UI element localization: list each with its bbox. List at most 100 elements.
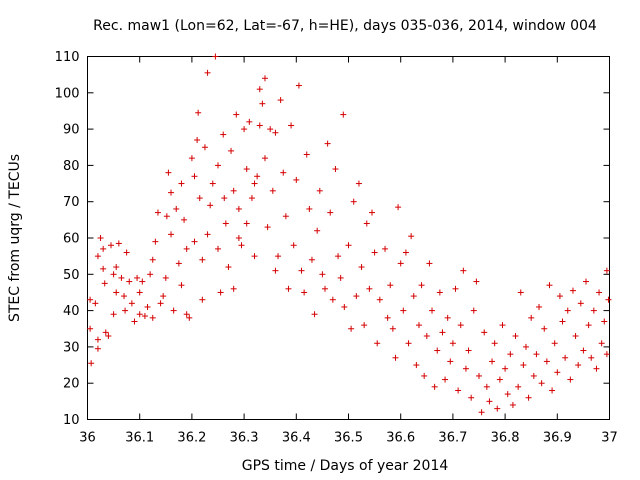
data-point	[230, 285, 237, 292]
x-tick-label: 37	[601, 431, 618, 446]
data-point	[536, 303, 543, 310]
x-axis-label: GPS time / Days of year 2014	[242, 458, 449, 474]
data-point	[504, 391, 511, 398]
data-point	[261, 75, 268, 82]
data-point	[162, 274, 169, 281]
data-point	[588, 354, 595, 361]
data-point	[358, 264, 365, 271]
data-point	[397, 260, 404, 267]
y-axis: 10 20 30 40 50 60 70 80 90 100 110	[55, 50, 610, 428]
data-point	[327, 209, 334, 216]
data-point	[439, 329, 446, 336]
data-point	[410, 293, 417, 300]
data-point	[204, 231, 211, 238]
data-point	[585, 322, 592, 329]
data-point	[340, 111, 347, 118]
data-point	[408, 233, 415, 240]
data-point	[118, 274, 125, 281]
y-tick-label: 10	[63, 413, 80, 428]
data-point	[141, 313, 148, 320]
data-point	[601, 318, 608, 325]
data-point	[173, 205, 180, 212]
data-point	[282, 213, 289, 220]
y-tick-label: 30	[63, 340, 80, 355]
data-point	[191, 173, 198, 180]
data-point	[251, 180, 258, 187]
data-point	[447, 358, 454, 365]
data-point	[543, 358, 550, 365]
data-point	[449, 340, 456, 347]
data-point	[293, 176, 300, 183]
data-point	[295, 82, 302, 89]
data-point	[94, 336, 101, 343]
data-point	[113, 289, 120, 296]
data-point	[465, 347, 472, 354]
data-point	[413, 362, 420, 369]
x-tick-label: 36.9	[543, 431, 572, 446]
data-point	[509, 401, 516, 408]
x-axis: 36 36.1 36.2 36.3 36.4 36.5 36.6 36.7 36.8 36.9 37	[79, 56, 618, 446]
data-point	[215, 162, 221, 169]
data-point	[590, 307, 597, 314]
data-point	[204, 69, 211, 76]
data-point	[222, 220, 229, 227]
data-point	[94, 253, 101, 260]
data-point	[256, 122, 263, 129]
data-point	[476, 372, 482, 379]
y-axis-label: STEC from uqrg / TECUs	[7, 154, 23, 322]
data-point	[355, 180, 362, 187]
data-point	[569, 287, 576, 294]
data-point	[134, 274, 141, 281]
data-point	[264, 224, 271, 231]
data-point	[107, 242, 114, 249]
y-tick-label: 70	[63, 195, 80, 210]
data-point	[525, 394, 532, 401]
data-point	[596, 289, 603, 296]
x-tick-label: 36.5	[334, 431, 363, 446]
data-point	[389, 325, 396, 332]
chart-title: Rec. maw1 (Lon=62, Lat=-67, h=HE), days …	[93, 18, 597, 34]
x-tick-label: 36.3	[230, 431, 259, 446]
data-point	[593, 365, 600, 372]
x-tick-label: 36.6	[386, 431, 415, 446]
data-point	[332, 166, 339, 173]
data-point	[246, 118, 253, 125]
data-point	[194, 136, 201, 143]
data-point	[228, 147, 235, 154]
data-point	[144, 303, 151, 310]
data-point	[572, 333, 579, 340]
data-point	[267, 126, 274, 133]
data-point	[319, 271, 326, 278]
data-point	[324, 140, 331, 147]
data-point	[421, 372, 428, 379]
data-point	[209, 180, 216, 187]
x-tick-label: 36.7	[438, 431, 467, 446]
data-point	[121, 293, 128, 300]
data-point	[259, 100, 266, 107]
data-point	[199, 256, 206, 263]
data-point	[207, 202, 214, 209]
data-point	[191, 238, 198, 245]
data-point	[522, 343, 529, 350]
data-point	[486, 398, 493, 405]
data-point	[308, 256, 315, 263]
data-point	[110, 271, 117, 278]
data-point	[181, 216, 188, 223]
data-point	[101, 280, 108, 287]
data-point	[97, 235, 104, 241]
data-point	[88, 360, 95, 367]
data-point	[217, 289, 224, 296]
data-point	[243, 220, 250, 227]
data-point	[199, 296, 206, 303]
data-point	[429, 307, 436, 314]
data-point	[301, 289, 308, 296]
data-point	[215, 245, 221, 252]
data-point	[533, 351, 540, 358]
data-point	[395, 204, 402, 211]
data-point	[288, 122, 295, 129]
data-point	[272, 129, 279, 136]
data-point	[241, 126, 248, 133]
data-point	[361, 322, 368, 329]
data-point	[233, 111, 240, 118]
